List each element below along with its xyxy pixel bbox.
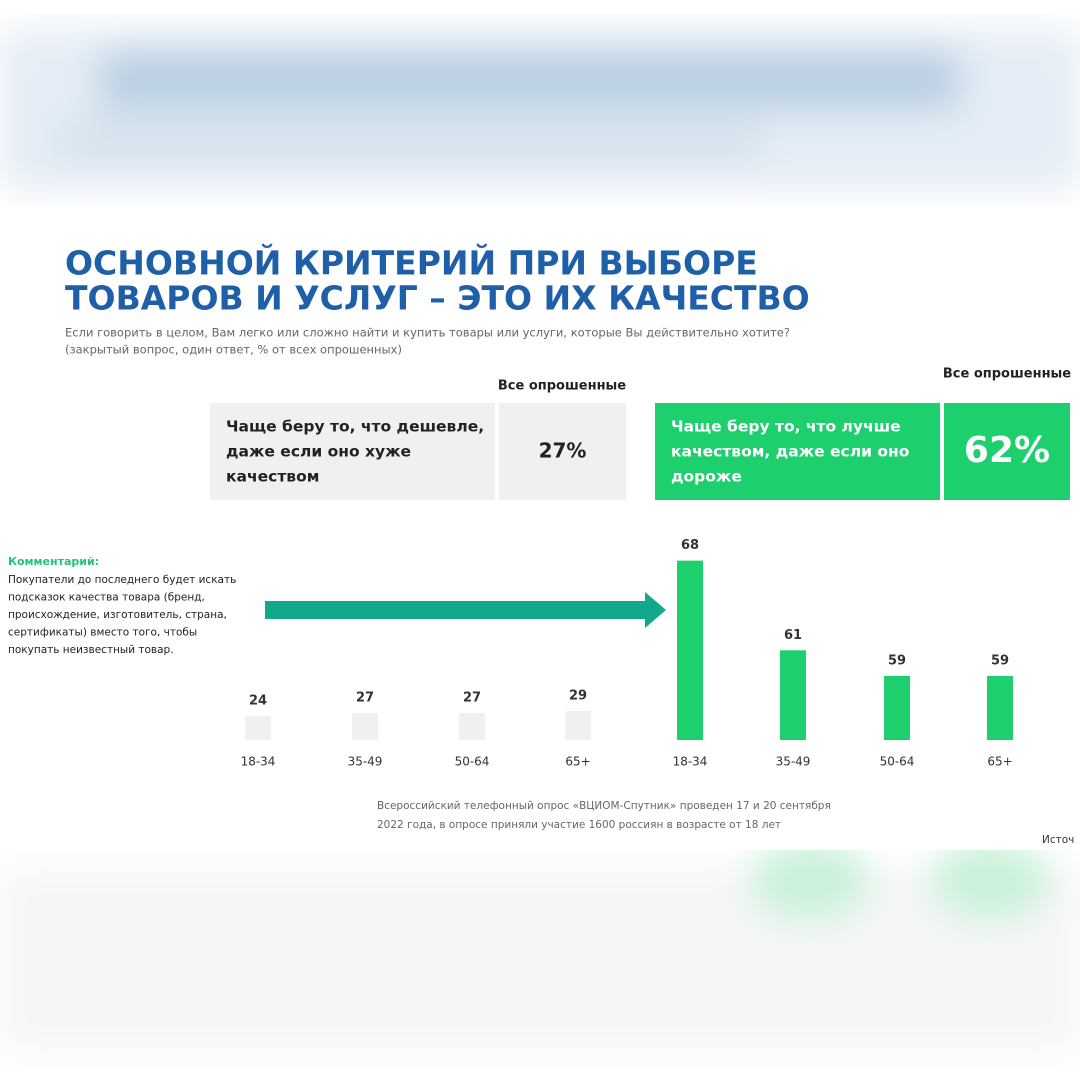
- x-tick-label: 65+: [987, 755, 1012, 769]
- comment-heading: Комментарий:: [8, 555, 99, 568]
- bar: [987, 675, 1013, 740]
- data-label: 27: [356, 691, 374, 706]
- data-label: 24: [249, 694, 267, 709]
- option-label: качеством: [226, 468, 319, 486]
- bar: [352, 713, 378, 740]
- option-value: 62%: [964, 430, 1050, 471]
- option-label: даже если оно хуже: [226, 443, 411, 461]
- data-label: 29: [569, 689, 587, 704]
- option-value: 27%: [539, 439, 587, 463]
- question-note: (закрытый вопрос, один ответ, % от всех …: [65, 343, 402, 357]
- option-box: [210, 403, 495, 500]
- x-tick-label: 18-34: [673, 755, 708, 769]
- data-label: 68: [681, 538, 699, 553]
- option-label: Чаще беру то, что лучше: [671, 418, 901, 436]
- source: Источ: [1042, 834, 1074, 846]
- comment-text: покупать неизвестный товар.: [8, 644, 174, 656]
- comment-text: сертификаты) вместо того, чтобы: [8, 627, 197, 639]
- x-tick-label: 50-64: [880, 755, 915, 769]
- bar: [565, 711, 591, 740]
- x-tick-label: 50-64: [455, 755, 490, 769]
- bar: [884, 675, 910, 740]
- comment-text: Покупатели до последнего будет искать: [8, 574, 236, 586]
- option-label: качеством, даже если оно: [671, 443, 909, 461]
- x-tick-label: 35-49: [776, 755, 811, 769]
- arrow-shaft: [265, 601, 645, 619]
- blur-top: [0, 30, 1080, 190]
- footer: 2022 года, в опросе приняли участие 1600…: [377, 819, 781, 831]
- arrow-head: [645, 592, 666, 628]
- data-label: 61: [784, 628, 802, 643]
- option-value-box: [944, 403, 1070, 500]
- x-tick-label: 65+: [565, 755, 590, 769]
- comment-text: происхождение, изготовитель, страна,: [8, 609, 227, 621]
- data-label: 59: [888, 653, 906, 668]
- option-header: Все опрошенные: [498, 379, 626, 394]
- blur-bottom: [0, 840, 1080, 1050]
- option-value-box: [499, 403, 626, 500]
- bar: [245, 716, 271, 740]
- comment-text: подсказок качества товара (бренд,: [8, 592, 205, 604]
- bar: [459, 713, 485, 740]
- x-tick-label: 18-34: [241, 755, 276, 769]
- title: ТОВАРОВ И УСЛУГ – ЭТО ИХ КАЧЕСТВО: [65, 279, 810, 318]
- bar: [780, 650, 806, 740]
- data-label: 27: [463, 691, 481, 706]
- x-tick-label: 35-49: [348, 755, 383, 769]
- title: ОСНОВНОЙ КРИТЕРИЙ ПРИ ВЫБОРЕ: [65, 243, 758, 283]
- footer: Всероссийский телефонный опрос «ВЦИОМ-Сп…: [377, 800, 831, 812]
- slide-area: [0, 225, 1080, 850]
- option-box: [655, 403, 940, 500]
- option-label: дороже: [671, 468, 742, 486]
- question: Если говорить в целом, Вам легко или сло…: [65, 326, 790, 340]
- bar: [677, 560, 703, 740]
- option-header: Все опрошенные: [943, 367, 1071, 382]
- data-label: 59: [991, 653, 1009, 668]
- option-label: Чаще беру то, что дешевле,: [226, 418, 484, 436]
